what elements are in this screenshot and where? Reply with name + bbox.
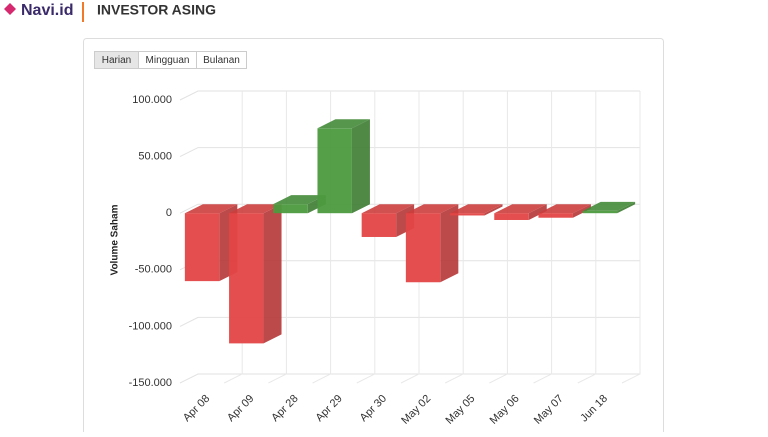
y-tick-label: 100.000 — [132, 94, 172, 106]
grid-line-vertical — [533, 91, 553, 384]
y-tick-label: -50.000 — [135, 264, 172, 276]
bar — [494, 213, 529, 220]
y-axis-label: Volume Saham — [110, 204, 121, 275]
logo-icon — [4, 3, 16, 15]
logo: Navi.id — [21, 2, 73, 19]
grid-line — [179, 316, 640, 327]
bar — [184, 213, 220, 282]
y-tick-label: 50.000 — [138, 151, 172, 163]
bar-top — [405, 204, 459, 214]
bar — [317, 128, 352, 214]
bar — [450, 213, 485, 216]
bar — [405, 213, 441, 283]
range-button-label[interactable]: Mingguan — [146, 55, 190, 66]
y-tick-label: -150.000 — [129, 377, 172, 389]
bar-top — [361, 204, 415, 214]
divider — [82, 2, 84, 22]
bar-side — [572, 204, 591, 218]
grid-line — [179, 147, 640, 158]
bar-top — [317, 119, 370, 129]
card — [83, 38, 664, 437]
bar — [229, 213, 264, 344]
grid-line-vertical — [223, 91, 243, 384]
bar — [361, 213, 397, 237]
bar-top — [273, 195, 326, 205]
bar — [538, 213, 573, 218]
grid-line-vertical — [268, 91, 287, 384]
bar-side — [351, 119, 370, 214]
bar — [273, 204, 308, 214]
y-tick-label: -100.000 — [129, 320, 172, 332]
grid-line — [179, 373, 640, 384]
grid-line-vertical — [444, 91, 464, 384]
bar-top — [538, 204, 591, 214]
bar-top — [494, 204, 547, 214]
bar-side — [263, 204, 282, 344]
grid-line-vertical — [400, 91, 420, 384]
range-buttons: Harian Mingguan Bulanan — [94, 51, 247, 69]
page-title: INVESTOR ASING — [97, 2, 216, 18]
grid-line-vertical — [489, 91, 508, 384]
grid-line-vertical — [577, 91, 597, 384]
bar-top — [229, 204, 282, 214]
bar-side — [440, 204, 459, 283]
y-tick-label: 0 — [166, 207, 172, 219]
bar-top — [450, 204, 503, 214]
bar-side — [484, 204, 503, 216]
bar-side — [617, 201, 636, 214]
bar — [582, 210, 618, 214]
range-button-label[interactable]: Bulanan — [203, 55, 240, 66]
grid-line — [179, 90, 640, 101]
bar-top — [184, 204, 238, 214]
bar-side — [528, 204, 547, 220]
bar-top — [582, 201, 636, 211]
range-button-label[interactable]: Harian — [102, 55, 131, 66]
grid-line-vertical — [356, 91, 376, 384]
range-button[interactable] — [196, 51, 247, 69]
grid-line-vertical — [621, 91, 641, 384]
